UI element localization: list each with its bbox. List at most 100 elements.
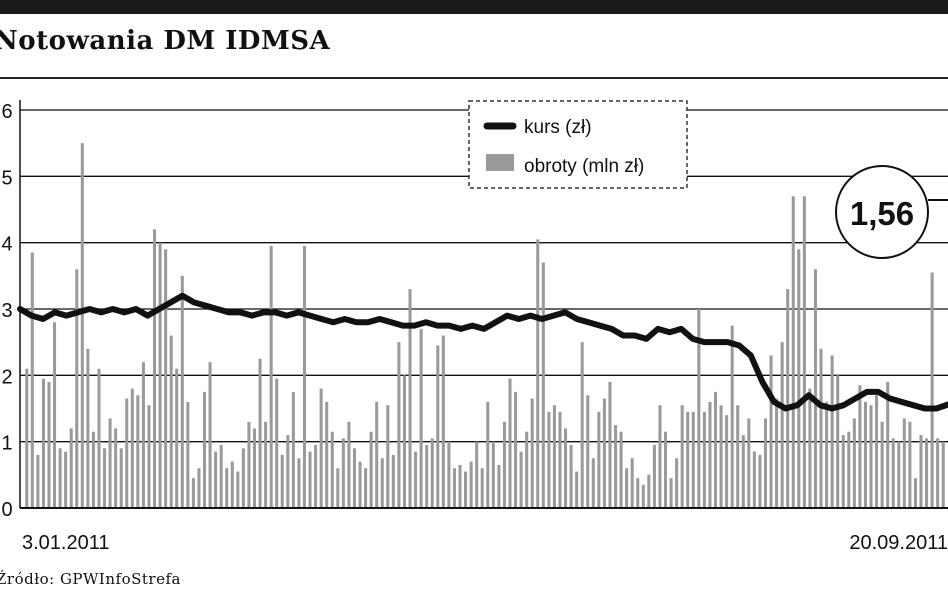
obroty-bar: [230, 461, 234, 508]
obroty-bar: [658, 405, 662, 508]
obroty-bar: [202, 391, 207, 508]
obroty-bar: [325, 401, 329, 508]
obroty-bar: [291, 391, 295, 508]
obroty-bar: [608, 381, 612, 508]
y-tick-label: 2: [1, 366, 12, 388]
obroty-bar: [141, 362, 145, 508]
obroty-bar: [780, 342, 784, 508]
obroty-bar: [486, 401, 490, 508]
obroty-bar: [436, 345, 440, 508]
obroty-bar: [852, 418, 856, 508]
obroty-bar: [97, 368, 101, 508]
obroty-bar: [258, 358, 262, 508]
obroty-bar: [697, 309, 701, 508]
obroty-bar: [769, 355, 773, 508]
obroty-bar: [441, 335, 445, 508]
obroty-bar: [614, 425, 618, 508]
obroty-bar: [819, 348, 823, 508]
obroty-bar: [586, 395, 590, 508]
price-callout-circle: [835, 165, 929, 259]
obroty-bar: [825, 401, 829, 508]
obroty-bar: [669, 478, 673, 508]
legend: kurs (zł) obroty (mln zł): [468, 100, 688, 189]
obroty-bar: [214, 451, 218, 508]
obroty-bar: [475, 441, 479, 508]
obroty-bar: [119, 448, 123, 508]
obroty-bar: [602, 398, 606, 508]
y-tick-label: 5: [1, 167, 12, 189]
obroty-bar: [25, 368, 29, 508]
obroty-bar: [225, 468, 229, 508]
obroty-bar: [80, 143, 84, 509]
obroty-bar: [625, 468, 629, 508]
obroty-bar: [319, 388, 323, 508]
obroty-bar: [114, 428, 118, 508]
obroty-bar: [730, 325, 734, 508]
obroty-bar: [186, 401, 190, 508]
obroty-bar: [736, 405, 740, 508]
obroty-bar: [64, 451, 68, 508]
y-tick-label: 4: [1, 234, 12, 256]
obroty-bar: [108, 418, 112, 508]
obroty-bar: [480, 468, 484, 508]
obroty-bar: [464, 471, 468, 508]
obroty-bar: [525, 431, 529, 508]
legend-box: [468, 100, 688, 189]
obroty-bar: [380, 458, 384, 508]
obroty-bar: [469, 461, 473, 508]
obroty-bar: [269, 245, 273, 509]
obroty-bar: [841, 435, 845, 508]
obroty-bar: [813, 269, 817, 508]
obroty-bar: [375, 401, 379, 508]
obroty-bar: [530, 398, 534, 508]
obroty-bar: [264, 421, 268, 508]
obroty-bar: [219, 444, 223, 508]
axis-layer: 0 1 2 3 4 5 6: [1, 100, 948, 521]
obroty-bar: [241, 448, 245, 508]
obroty-bar: [619, 431, 623, 508]
obroty-bar: [919, 435, 923, 508]
obroty-bar: [502, 421, 506, 508]
obroty-bar: [925, 438, 929, 508]
obroty-bar: [391, 454, 395, 508]
obroty-bar: [75, 269, 79, 508]
obroty-bar: [663, 431, 668, 508]
obroty-bar: [414, 451, 418, 508]
page-title: Notowania DM IDMSA: [0, 26, 331, 56]
price-callout-value: 1,56: [850, 195, 914, 232]
obroty-bar: [863, 401, 867, 508]
obroty-bar: [125, 398, 129, 508]
obroty-bar: [713, 391, 718, 508]
source-note: Źródło: GPWInfoStrefa: [0, 570, 181, 588]
obroty-bar: [941, 441, 945, 508]
obroty-bar: [136, 395, 140, 508]
obroty-bar: [880, 421, 884, 508]
obroty-bar: [36, 454, 40, 508]
obroty-bar: [397, 342, 401, 508]
obroty-bar: [802, 196, 806, 509]
obroty-bar: [130, 388, 134, 508]
obroty-bar: [763, 418, 768, 508]
kurs-line: [17, 292, 948, 412]
obroty-bar: [336, 468, 340, 508]
obroty-bar: [913, 478, 917, 508]
obroty-bar: [891, 438, 895, 508]
obroty-bar: [547, 411, 551, 508]
obroty-bar: [875, 395, 879, 508]
legend-obroty-label: obroty (mln zł): [524, 156, 644, 177]
obroty-bar: [369, 431, 373, 508]
obroty-bar: [719, 405, 723, 508]
obroty-bar: [930, 272, 934, 508]
obroty-bar: [402, 375, 406, 508]
obroty-bar: [458, 464, 462, 508]
obroty-bar: [908, 421, 912, 508]
obroty-bar: [197, 468, 201, 508]
obroty-bar: [169, 335, 173, 508]
obroty-bar: [725, 415, 729, 508]
obroty-bar: [358, 461, 362, 508]
obroty-bar: [641, 484, 645, 508]
legend-obroty-swatch: [486, 154, 514, 171]
obroty-bar: [741, 435, 745, 508]
obroty-bar: [247, 421, 251, 508]
obroty-bar: [236, 471, 240, 508]
